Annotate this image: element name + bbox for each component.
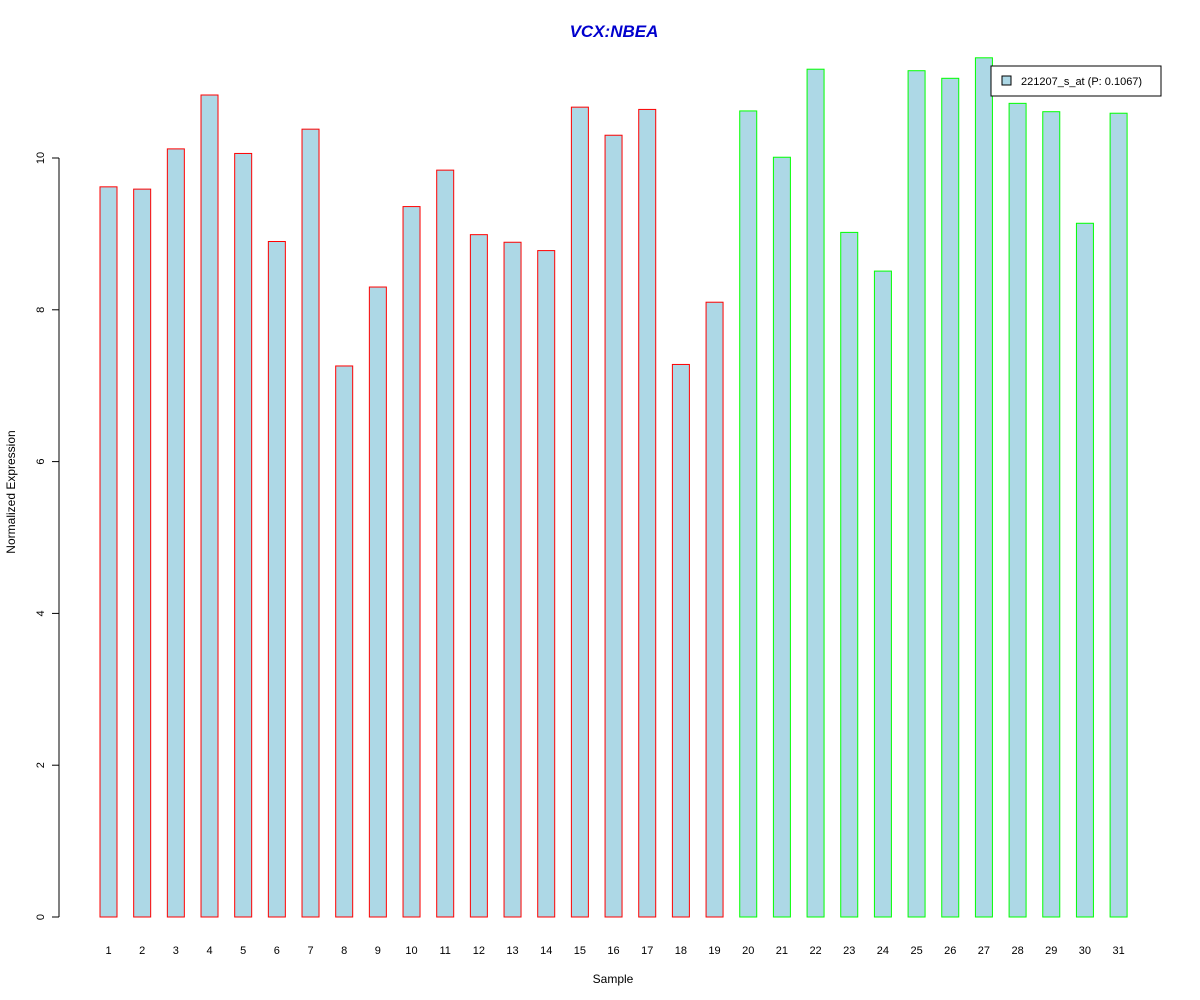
bar-sample-11	[436, 169, 455, 918]
y-tick-label: 4	[35, 610, 47, 616]
bar-sample-26	[941, 77, 960, 918]
y-axis-label: Normalized Expression	[4, 430, 18, 553]
legend-box	[990, 65, 1162, 97]
x-tick-label: 19	[708, 945, 720, 957]
bar-sample-19	[705, 301, 724, 918]
x-tick-label: 26	[944, 945, 956, 957]
x-tick-label: 2	[139, 945, 145, 957]
x-tick-label: 31	[1112, 945, 1124, 957]
bar-sample-8	[335, 365, 354, 918]
bar-sample-27	[974, 57, 993, 918]
x-tick-label: 14	[540, 945, 552, 957]
x-tick-label: 29	[1045, 945, 1057, 957]
x-tick-label: 6	[274, 945, 280, 957]
bar-sample-9	[368, 286, 387, 918]
x-tick-label: 28	[1011, 945, 1023, 957]
x-tick-label: 15	[574, 945, 586, 957]
bar-sample-30	[1075, 222, 1094, 918]
x-tick-label: 24	[877, 945, 889, 957]
bar-sample-6	[267, 240, 286, 918]
x-tick-label: 27	[978, 945, 990, 957]
x-tick-label: 13	[506, 945, 518, 957]
x-tick-label: 18	[675, 945, 687, 957]
x-tick-label: 21	[776, 945, 788, 957]
bar-sample-3	[166, 148, 185, 918]
legend-label: 221207_s_at (P: 0.1067)	[1021, 76, 1142, 88]
bar-sample-18	[671, 363, 690, 918]
bar-sample-20	[739, 110, 758, 918]
bar-sample-16	[604, 134, 623, 918]
bar-sample-15	[570, 106, 589, 918]
bar-sample-7	[301, 128, 320, 918]
x-tick-label: 1	[105, 945, 111, 957]
x-tick-labels: 1 2 3 4 5 6 7 8 9 10 11 12 13 14 15 16 17 18 19 20 21 22 23 24 2…	[105, 945, 1124, 957]
x-axis-label: Sample	[593, 972, 634, 986]
y-axis: 0 2 4 6 8 10	[35, 152, 60, 920]
bar-sample-12	[469, 234, 488, 918]
chart-title: VCX:NBEA	[570, 22, 659, 41]
x-tick-label: 3	[173, 945, 179, 957]
bar-sample-13	[503, 241, 522, 918]
x-tick-label: 25	[910, 945, 922, 957]
x-tick-label: 20	[742, 945, 754, 957]
bar-sample-29	[1042, 111, 1061, 918]
bar-sample-5	[234, 152, 253, 918]
x-tick-label: 10	[405, 945, 417, 957]
y-tick-label: 2	[35, 762, 47, 768]
bar-sample-4	[200, 94, 219, 918]
legend-swatch	[1001, 75, 1012, 86]
bar-sample-23	[840, 231, 859, 918]
y-tick-label: 10	[35, 152, 47, 164]
x-tick-label: 5	[240, 945, 246, 957]
x-tick-label: 8	[341, 945, 347, 957]
x-tick-label: 4	[206, 945, 212, 957]
bar-sample-28	[1008, 102, 1027, 918]
x-tick-label: 11	[439, 945, 450, 957]
x-tick-label: 30	[1079, 945, 1091, 957]
bars	[99, 57, 1128, 918]
bar-sample-1	[99, 186, 118, 918]
x-tick-label: 9	[375, 945, 381, 957]
bar-sample-31	[1109, 112, 1128, 918]
x-tick-label: 7	[307, 945, 313, 957]
x-tick-label: 12	[473, 945, 485, 957]
x-tick-label: 22	[809, 945, 821, 957]
bar-sample-2	[133, 188, 152, 918]
y-tick-label: 0	[35, 914, 47, 920]
bar-sample-10	[402, 206, 421, 918]
x-tick-label: 17	[641, 945, 653, 957]
bar-sample-25	[907, 70, 926, 918]
legend: 221207_s_at (P: 0.1067)	[990, 65, 1162, 97]
bar-sample-22	[806, 68, 825, 918]
bar-sample-14	[537, 250, 556, 918]
y-tick-label: 8	[35, 307, 47, 313]
bar-sample-17	[638, 108, 657, 918]
x-tick-label: 16	[607, 945, 619, 957]
bar-sample-24	[873, 270, 892, 918]
bar-sample-21	[772, 156, 791, 918]
y-tick-label: 6	[35, 459, 47, 465]
x-tick-label: 23	[843, 945, 855, 957]
